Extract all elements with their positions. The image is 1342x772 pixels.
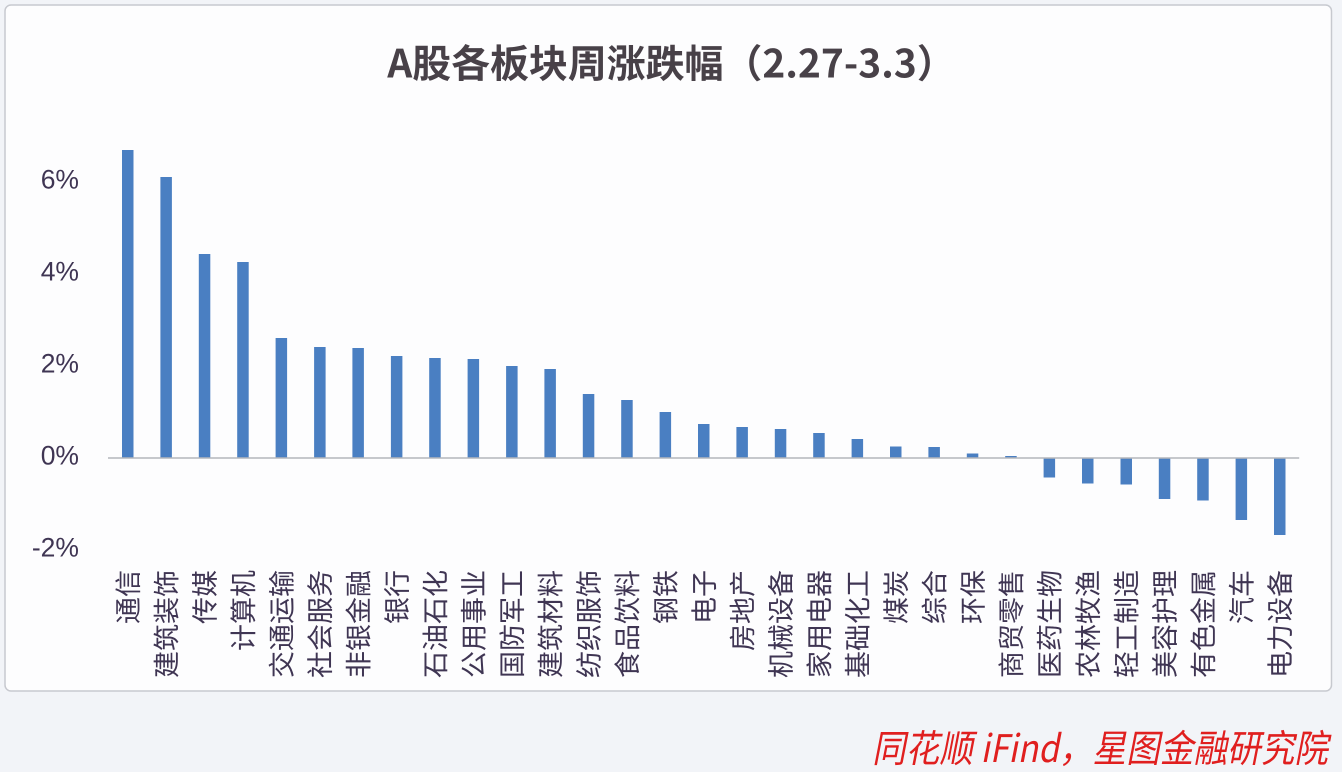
- svg-text:6%: 6%: [41, 164, 79, 194]
- svg-text:0%: 0%: [41, 440, 79, 470]
- svg-text:2%: 2%: [41, 348, 79, 378]
- svg-text:-2%: -2%: [32, 532, 79, 562]
- svg-text:4%: 4%: [41, 256, 79, 286]
